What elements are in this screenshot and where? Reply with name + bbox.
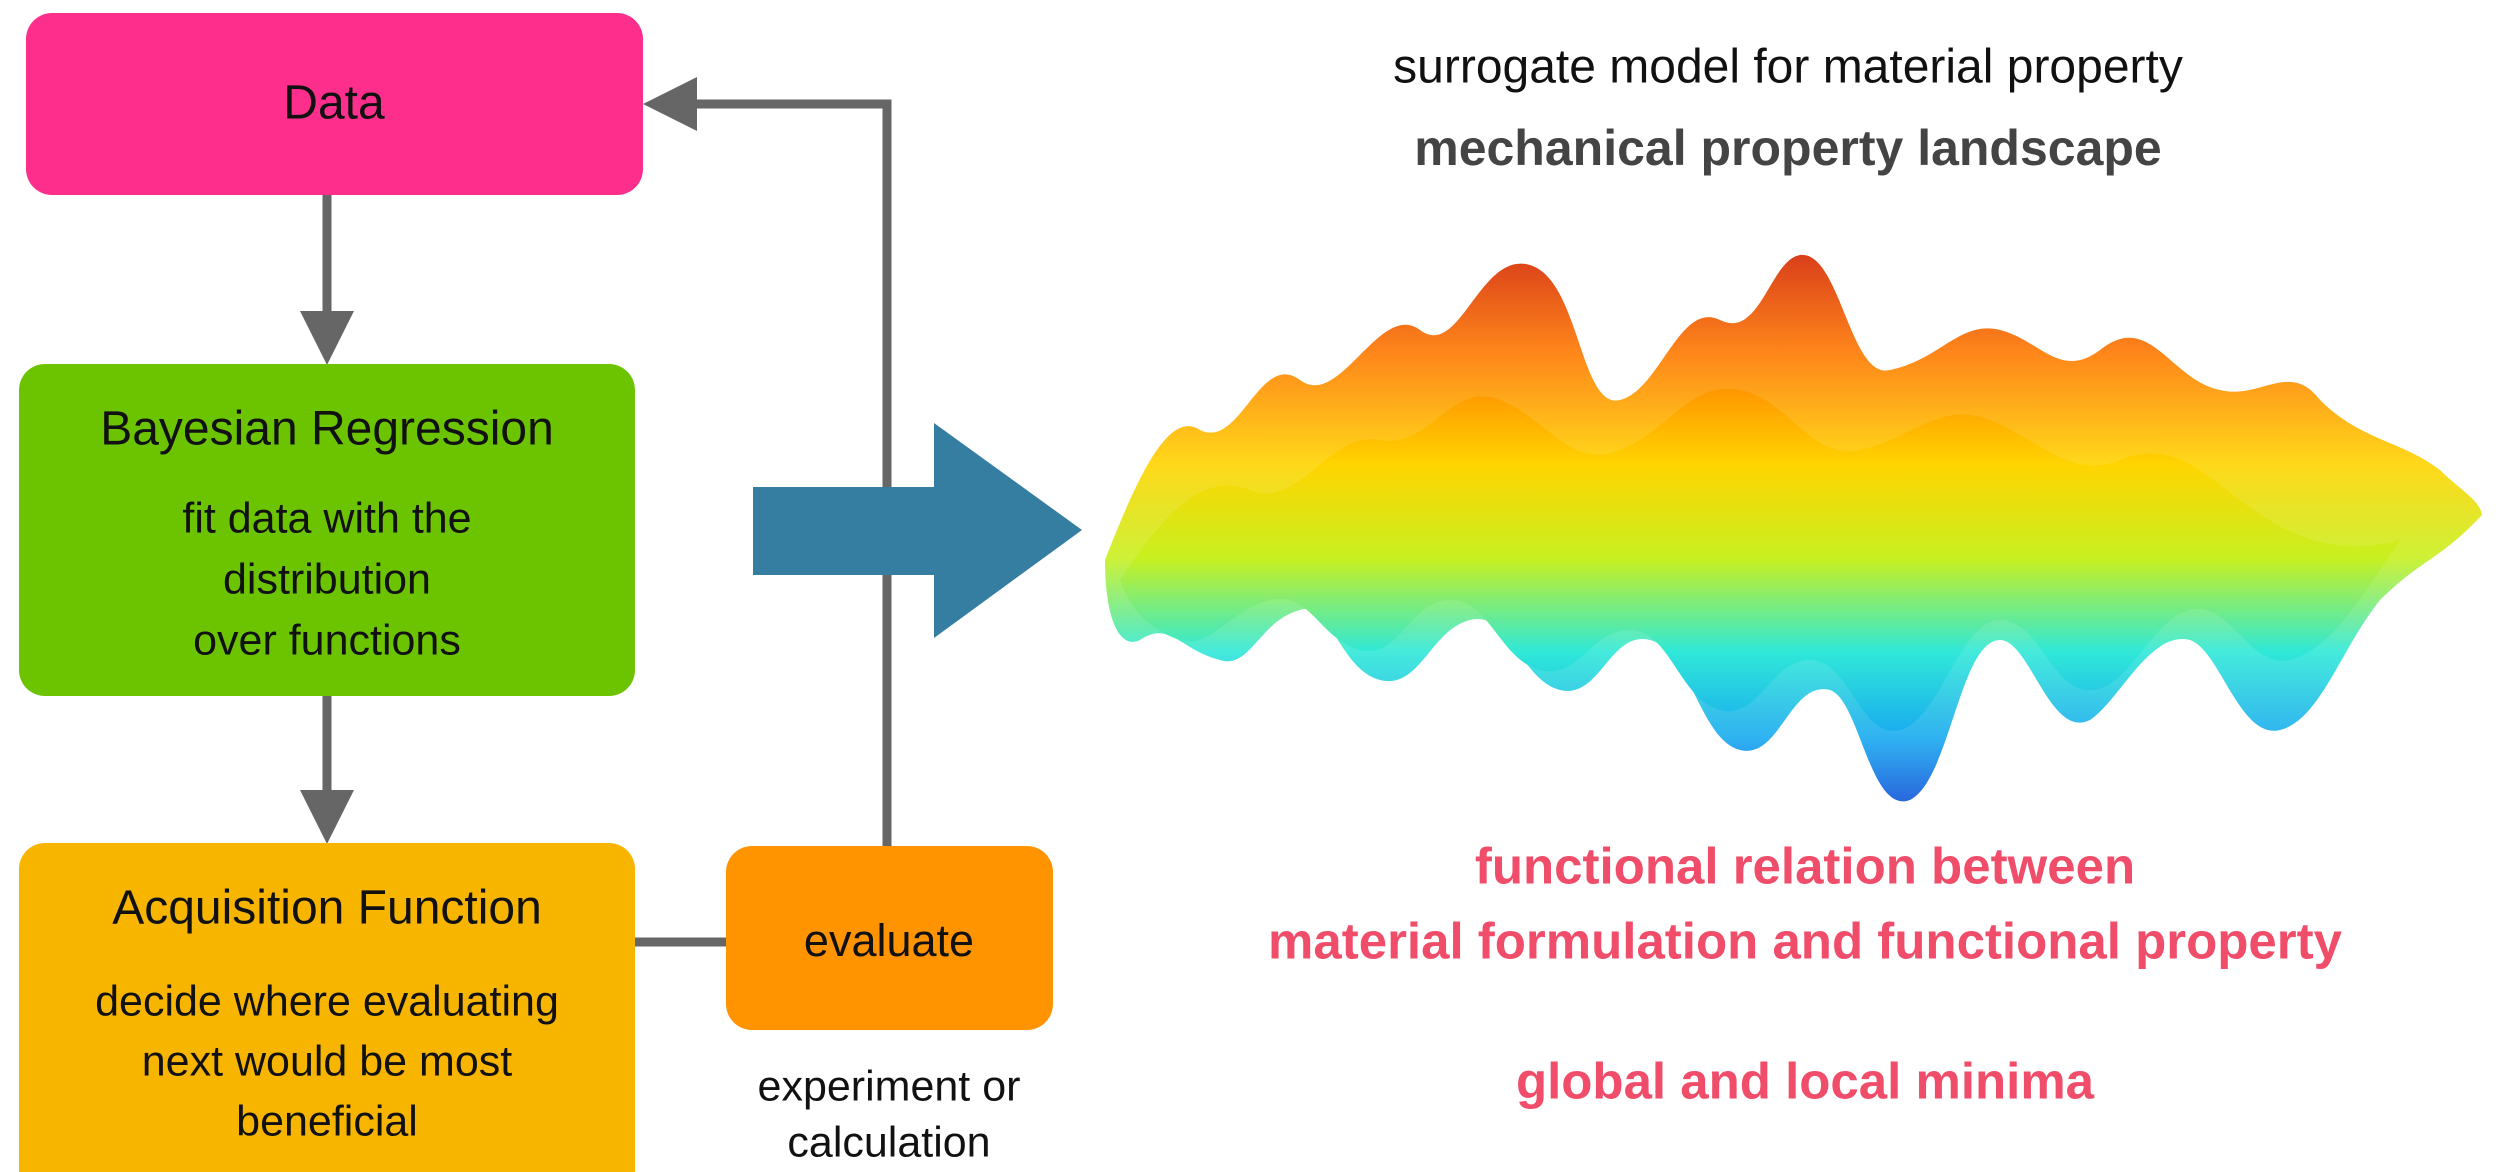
node-note: calculation — [787, 1118, 990, 1166]
landscape-note: functional relation between — [1475, 837, 2135, 894]
node-label: Acquisition Function — [112, 882, 542, 935]
landscape-title: surrogate model for material property — [1393, 41, 2183, 94]
node-label: evaluate — [804, 915, 974, 966]
surface-plot — [1105, 255, 2482, 801]
node-detail: fit data with the — [182, 494, 471, 542]
landscape-subtitle: mechanical property landscape — [1414, 120, 2162, 176]
landscape-note: global and local minima — [1516, 1052, 2095, 1109]
node-detail: over functions — [193, 616, 461, 664]
node-detail: beneficial — [236, 1097, 418, 1145]
arrow — [670, 104, 887, 846]
node-detail: distribution — [223, 555, 431, 603]
node-label: Bayesian Regression — [100, 403, 554, 456]
node-detail: next would be most — [142, 1037, 513, 1085]
node-label: Data — [283, 77, 385, 130]
diagram: Data Bayesian Regression fit data with t… — [0, 0, 2503, 1172]
landscape-note: material formulation and functional prop… — [1268, 912, 2343, 969]
big-arrow — [753, 423, 1082, 638]
node-note: experiment or — [758, 1062, 1021, 1110]
node-detail: decide where evaluating — [95, 977, 559, 1025]
